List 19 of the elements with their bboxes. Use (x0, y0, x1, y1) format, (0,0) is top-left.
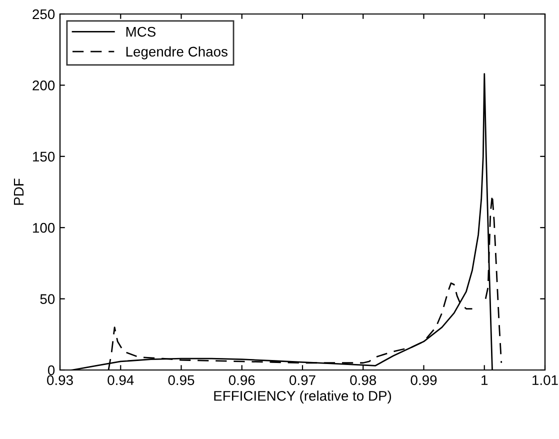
x-tick-label: 0.96 (228, 375, 255, 386)
x-tick-label: 0.99 (410, 375, 437, 386)
y-tick-label: 150 (33, 152, 55, 162)
y-axis-title: PDF (14, 178, 24, 205)
y-tick-label: 100 (33, 222, 55, 233)
legend-label: Legendre Chaos (126, 46, 228, 60)
x-tick-label: 0.93 (47, 375, 73, 386)
x-tick-label: 1 (482, 375, 488, 385)
y-tick-label: 250 (32, 9, 55, 20)
x-tick-label: 0.98 (350, 375, 376, 386)
y-tick-label: 200 (32, 80, 55, 90)
x-tick-label: 0.97 (290, 375, 316, 386)
x-tick-label: 1.01 (532, 375, 558, 386)
y-tick-label: 0 (48, 365, 55, 376)
x-tick-label: 0.95 (168, 375, 194, 386)
x-tick-label: 0.94 (108, 375, 134, 386)
legend-label: MCS (126, 26, 156, 37)
y-tick-label: 50 (40, 294, 55, 304)
x-axis-title: EFFICIENCY (relative to DP) (214, 390, 392, 404)
